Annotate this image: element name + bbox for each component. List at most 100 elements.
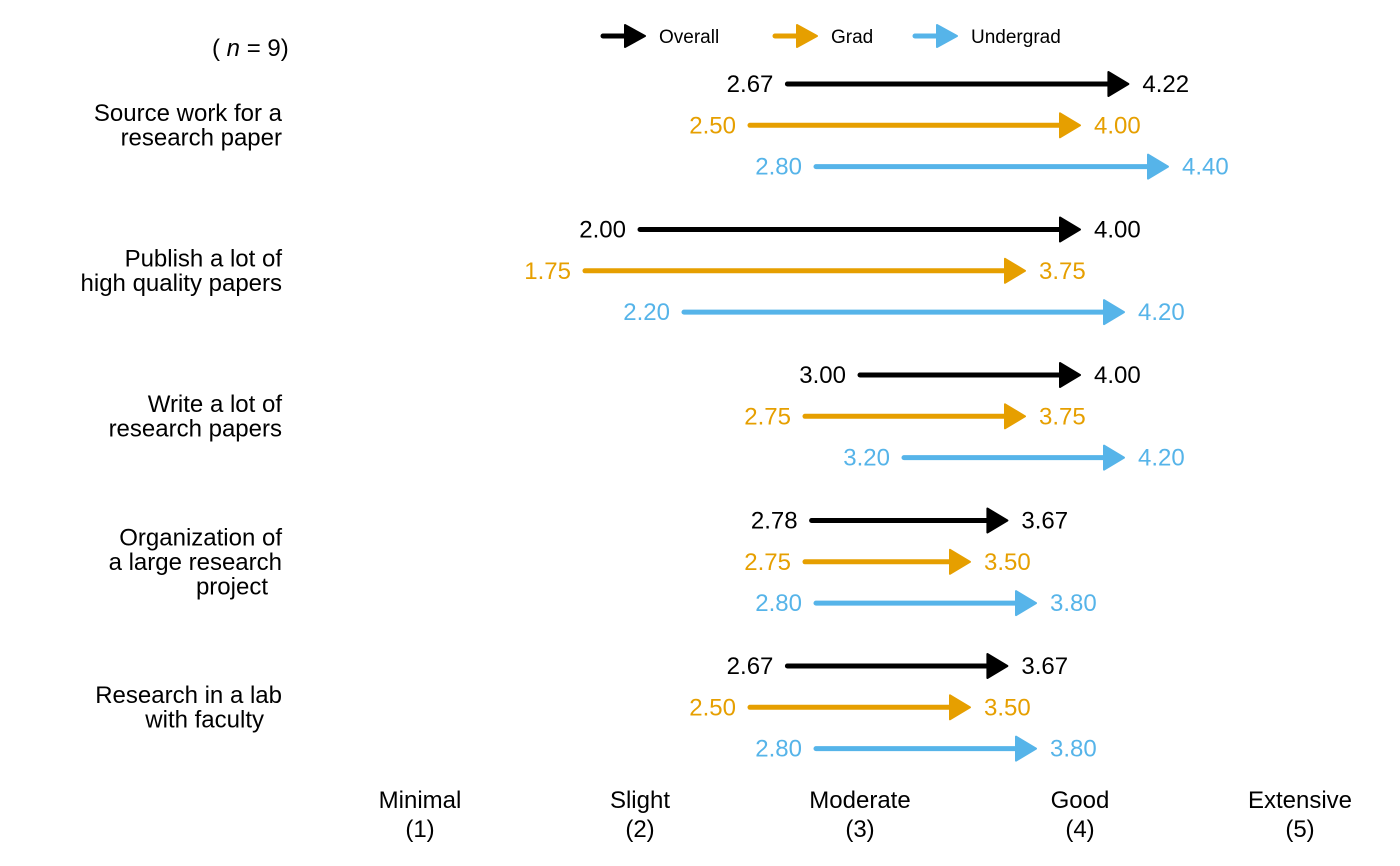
legend-label: Undergrad [971,27,1061,48]
arrow-undergrad-head [1103,444,1125,471]
category-group: Source work for a research paper 2.67 4.22 2… [94,71,1229,181]
category-label-line: Publish a lot of [125,246,283,273]
arrow-undergrad-head [1103,299,1125,326]
category-label: Research in a lab with faculty [95,682,282,734]
to-value-label: 3.67 [1021,653,1068,680]
arrow-grad [802,403,1026,430]
legend-swatch-arrow-icon [796,24,818,48]
arrow-grad-head [1004,403,1026,430]
arrow-overall-head [1059,362,1081,388]
legend-item-overall: Overall [600,24,719,48]
n-annotation-text: ( n = 9) [212,35,289,62]
legend-swatch-arrow-icon [624,24,646,48]
from-value-label: 2.00 [579,217,626,244]
sample-size-label: ( n = 9) [212,35,289,62]
legend-label: Grad [831,27,873,48]
category-label: Publish a lot of high quality papers [81,246,283,298]
from-value-label: 2.80 [755,590,802,617]
category-label-line: Source work for a [94,100,283,127]
category-label: Organization of a large research project [109,524,283,600]
arrow-grad [802,548,971,575]
arrow-grad-head [1004,257,1026,284]
from-value-label: 2.67 [727,653,774,680]
arrow-grad-head [949,548,971,575]
arrow-grad-head [949,694,971,721]
legend-label: Overall [659,27,719,48]
x-tick-sublabel: (2) [625,816,654,843]
category-label-line: Organization of [119,524,282,551]
from-value-label: 2.50 [689,694,736,721]
category-label-line: high quality papers [81,270,282,297]
arrow-undergrad [813,735,1037,762]
to-value-label: 3.80 [1050,736,1097,763]
x-tick-label: Minimal [379,787,462,814]
n-suffix: = 9) [240,35,289,62]
arrow-overall-head [1059,216,1081,243]
arrow-undergrad-head [1015,735,1037,762]
from-value-label: 2.50 [689,112,736,139]
to-value-label: 3.67 [1021,508,1068,535]
category-label-line: research papers [109,416,282,443]
legend-item-undergrad: Undergrad [912,24,1061,48]
arrow-grad-head [1059,112,1081,139]
arrow-undergrad [681,299,1125,326]
category-group: Write a lot of research papers 3.00 4.00 2.7… [109,362,1185,472]
x-tick-sublabel: (4) [1065,816,1094,843]
category-label: Source work for a research paper [94,100,283,152]
from-value-label: 2.78 [751,508,798,535]
category-group: Research in a lab with faculty 2.67 3.67 2.5… [95,653,1097,763]
arrow-overall [784,71,1130,97]
arrow-overall-head [1107,71,1130,97]
legend-swatch-arrow-icon [936,24,958,48]
from-value-label: 1.75 [524,258,571,285]
from-value-label: 2.75 [744,549,791,576]
category-group: Organization of a large research project 2.… [109,507,1097,617]
to-value-label: 4.40 [1182,154,1229,181]
chart-rows: Source work for a research paper 2.67 4.22 2… [81,71,1229,763]
from-value-label: 2.80 [755,736,802,763]
arrow-grad [747,694,971,721]
arrow-grad [747,112,1081,139]
arrow-undergrad [813,590,1037,617]
x-tick-sublabel: (3) [845,816,874,843]
to-value-label: 3.50 [984,694,1031,721]
arrow-overall-head [986,653,1009,679]
arrow-overall [784,653,1009,679]
legend: Overall Grad Undergrad [600,24,1061,48]
to-value-label: 4.00 [1094,217,1141,244]
category-label-line: a large research [109,549,282,576]
from-value-label: 2.20 [623,299,670,326]
arrow-undergrad [901,444,1125,471]
x-tick-label: Extensive [1248,787,1352,814]
arrow-overall-head [986,507,1009,534]
to-value-label: 3.75 [1039,403,1086,430]
category-label-line: Research in a lab [95,682,282,709]
n-italic: n [227,35,240,62]
arrow-undergrad [813,153,1169,180]
x-tick-sublabel: (1) [405,816,434,843]
legend-item-grad: Grad [772,24,873,48]
from-value-label: 3.20 [843,445,890,472]
arrow-undergrad-head [1015,590,1037,617]
from-value-label: 2.67 [727,71,774,98]
x-tick-label: Moderate [809,787,910,814]
arrow-overall [637,216,1081,243]
x-tick-label: Good [1051,787,1110,814]
from-value-label: 3.00 [799,362,846,389]
to-value-label: 4.00 [1094,362,1141,389]
arrow-undergrad-head [1147,153,1169,180]
category-group: Publish a lot of high quality papers 2.00 4… [81,216,1185,326]
to-value-label: 3.50 [984,549,1031,576]
arrow-overall [857,362,1081,388]
x-tick-sublabel: (5) [1285,816,1314,843]
x-tick-label: Slight [610,787,670,814]
arrow-overall [809,507,1009,534]
category-label-line: Write a lot of [148,391,283,418]
to-value-label: 4.20 [1138,445,1185,472]
category-label-line: with faculty [144,707,264,734]
to-value-label: 3.80 [1050,590,1097,617]
to-value-label: 4.22 [1142,71,1189,98]
to-value-label: 3.75 [1039,258,1086,285]
n-prefix: ( [212,35,227,62]
